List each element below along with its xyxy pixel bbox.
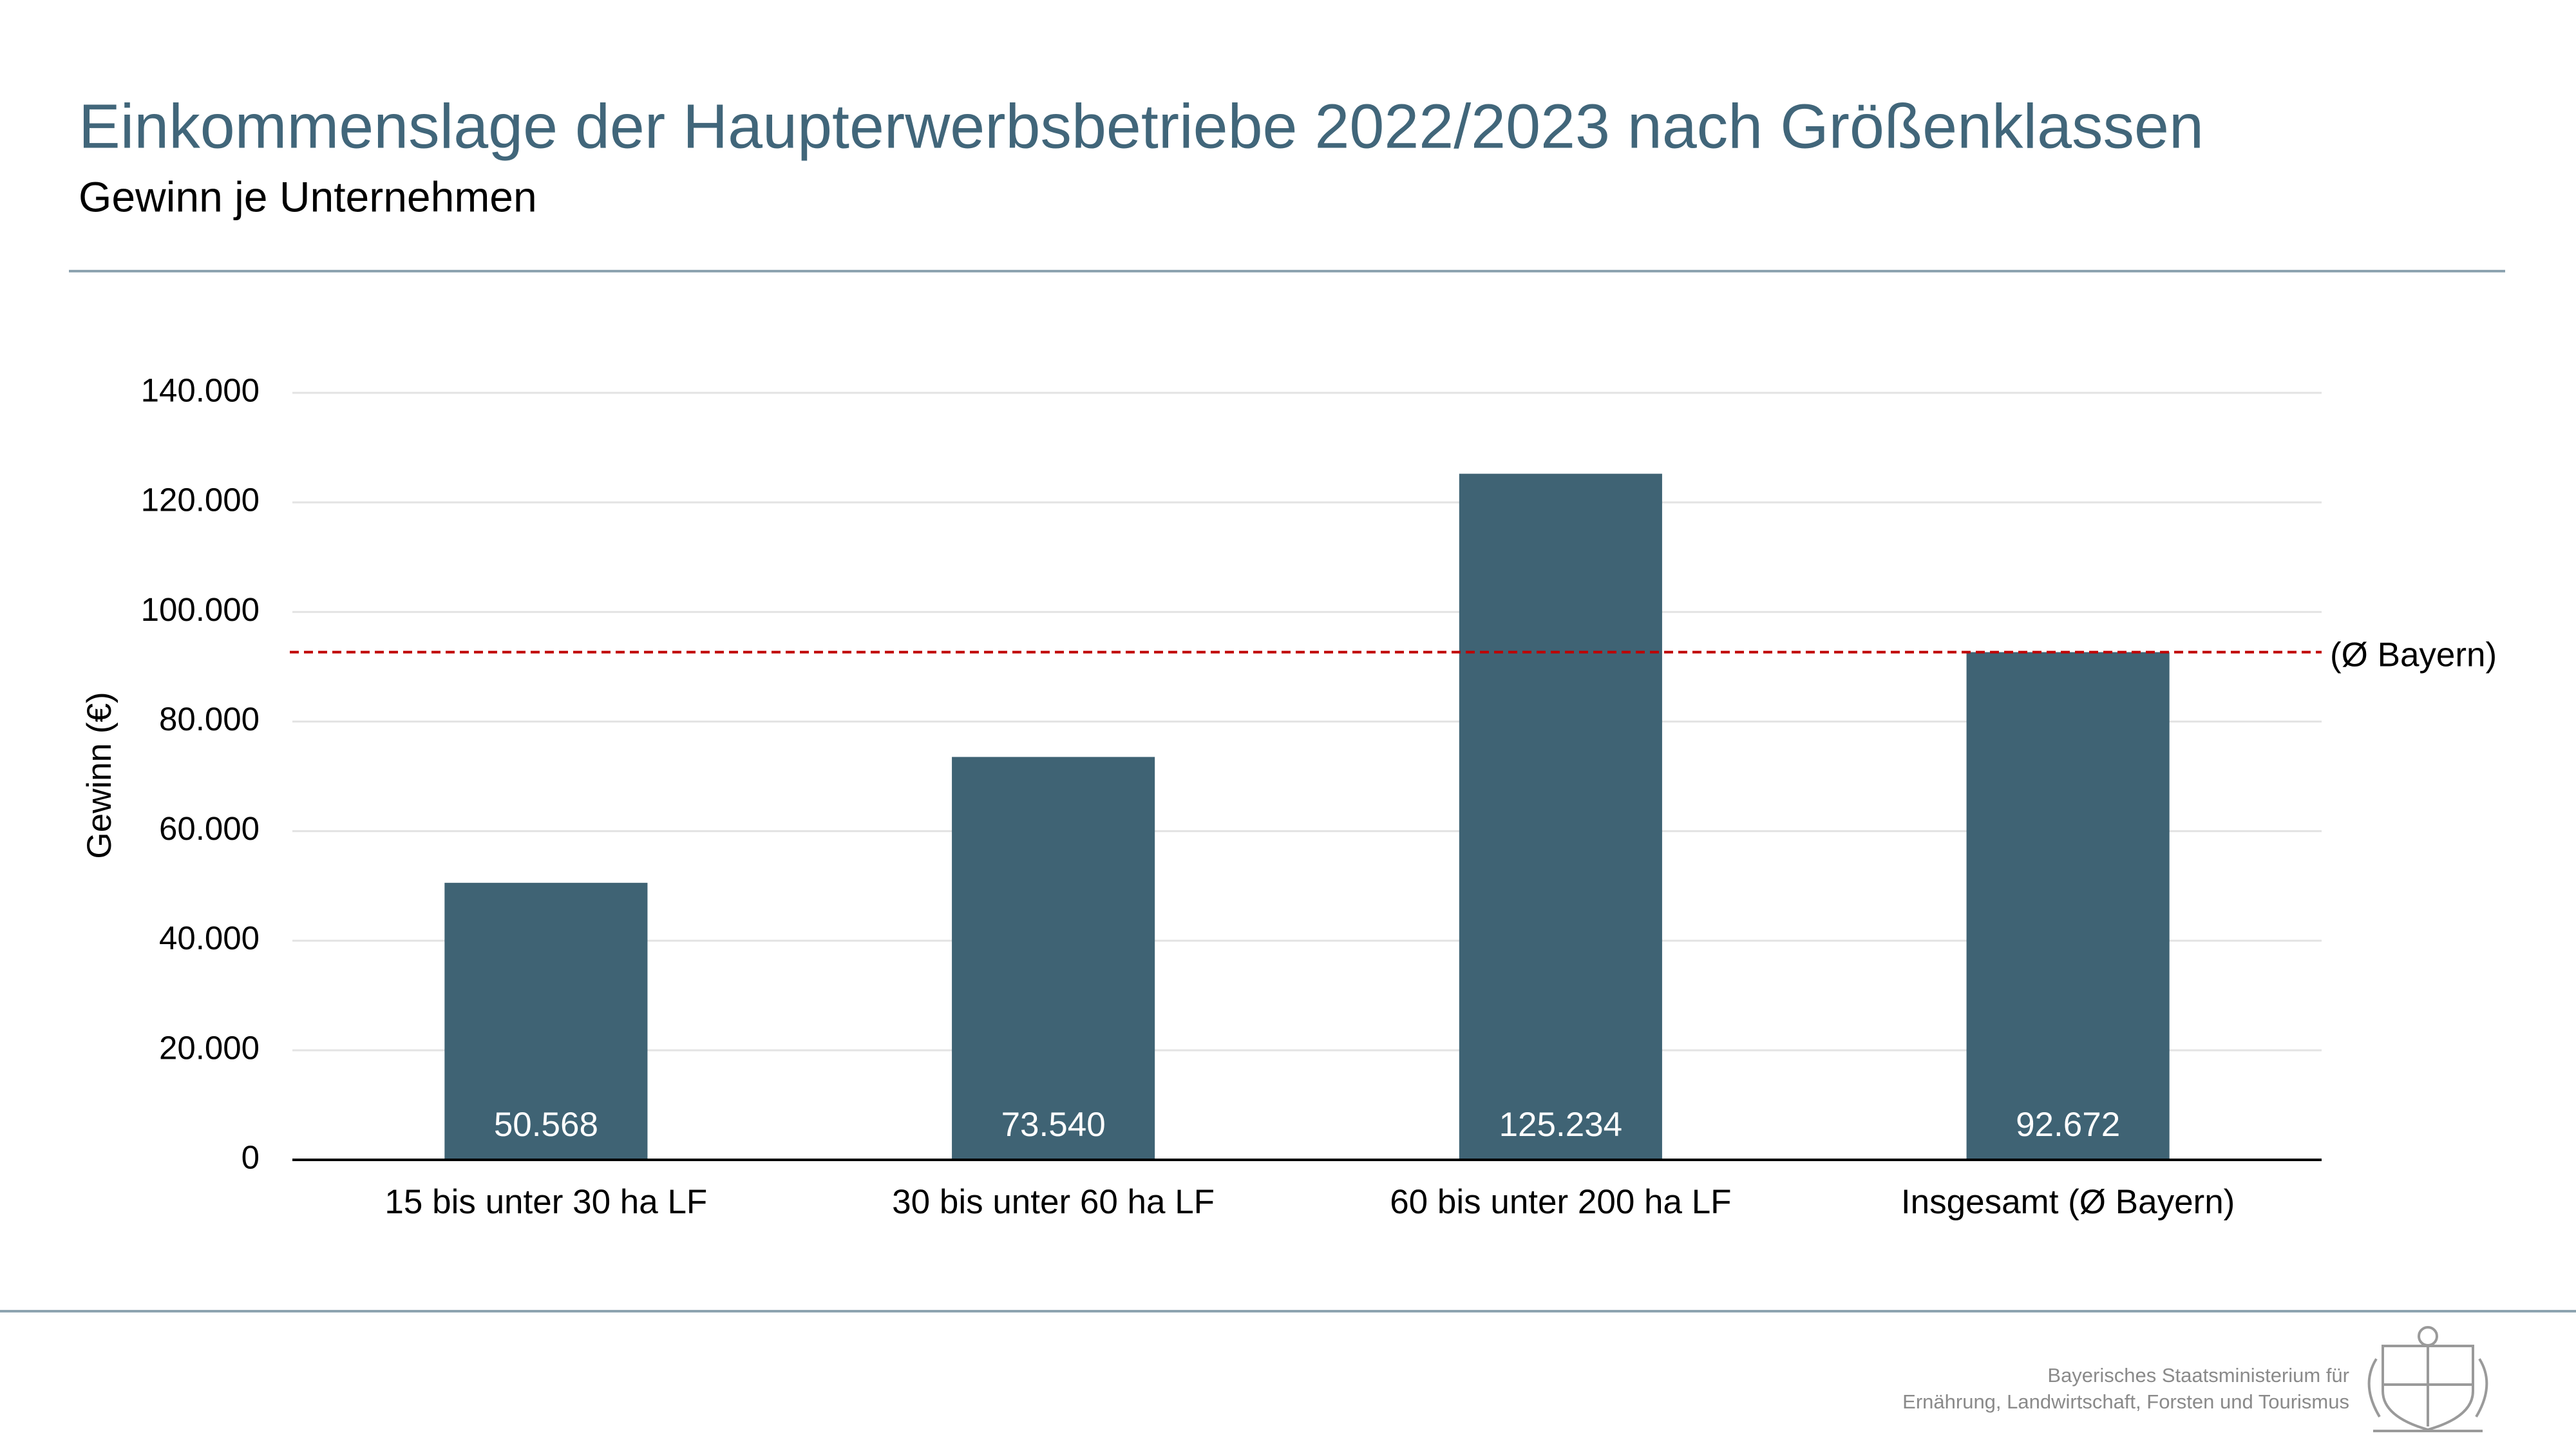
x-tick-label: 15 bis unter 30 ha LF: [384, 1183, 707, 1221]
logo: [2367, 1326, 2488, 1432]
footer-text: Ernährung, Landwirtschaft, Forsten und T…: [1902, 1390, 2349, 1413]
value-label: 125.234: [1499, 1106, 1623, 1144]
y-tick-label: 40.000: [159, 920, 260, 956]
value-label: 92.672: [2016, 1106, 2120, 1144]
y-tick-label: 0: [242, 1139, 260, 1175]
reference-label: (Ø Bayern): [2330, 636, 2497, 674]
bar: [1966, 652, 2170, 1160]
footer-text: Bayerisches Staatsministerium für: [2047, 1364, 2349, 1387]
value-label: 73.540: [1001, 1106, 1106, 1144]
chart-subtitle: Gewinn je Unternehmen: [79, 173, 537, 220]
x-tick-label: 30 bis unter 60 ha LF: [892, 1183, 1215, 1221]
bar: [952, 757, 1155, 1160]
x-tick-label: 60 bis unter 200 ha LF: [1390, 1183, 1731, 1221]
bar: [1459, 473, 1662, 1160]
value-label: 50.568: [494, 1106, 598, 1144]
x-tick-label: Insgesamt (Ø Bayern): [1901, 1183, 2235, 1221]
bar: [444, 882, 648, 1160]
y-tick-label: 100.000: [141, 591, 260, 628]
y-tick-label: 20.000: [159, 1029, 260, 1066]
y-tick-label: 120.000: [141, 482, 260, 518]
y-tick-label: 140.000: [141, 372, 260, 408]
y-tick-label: 80.000: [159, 701, 260, 737]
y-tick-label: 60.000: [159, 810, 260, 847]
chart-title: Einkommenslage der Haupterwerbsbetriebe …: [79, 91, 2204, 162]
y-axis-label: Gewinn (€): [80, 692, 118, 858]
